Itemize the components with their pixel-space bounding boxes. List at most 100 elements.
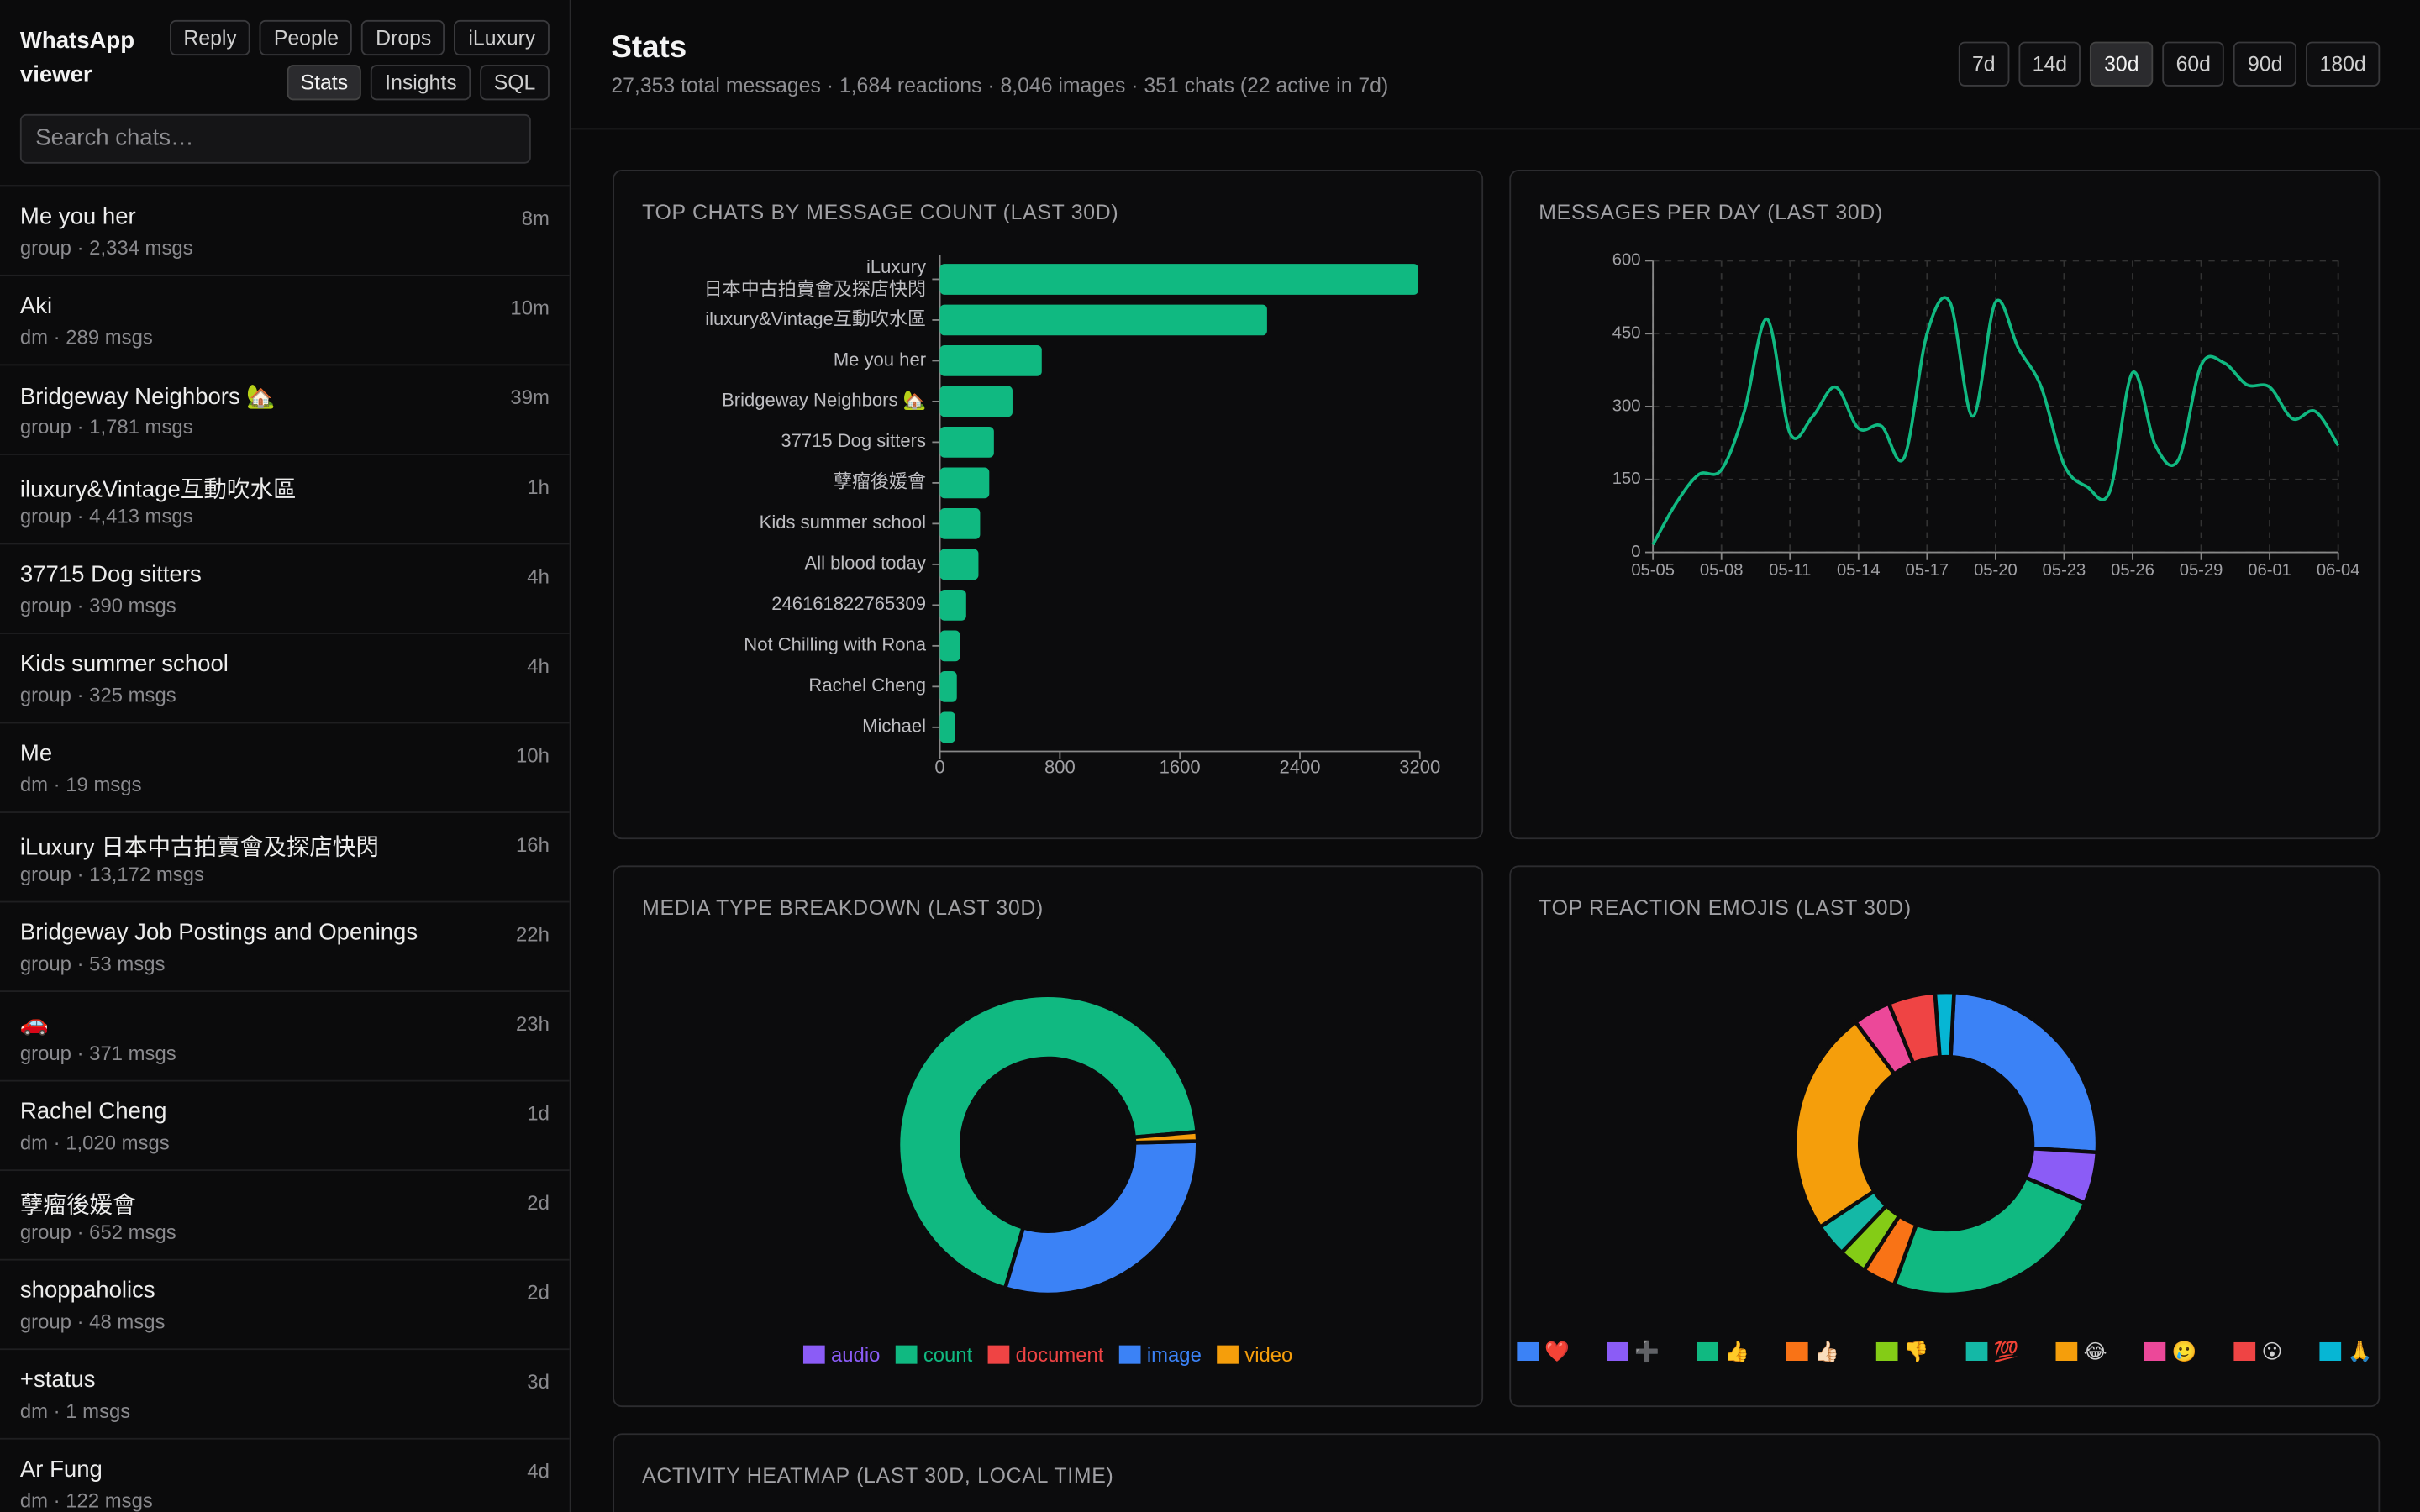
line: [1651, 296, 2340, 546]
chat-name: Bridgeway Job Postings and Openings: [19, 919, 418, 946]
nav-button[interactable]: Stats: [287, 65, 362, 101]
chart-card: MESSAGES PER DAY (LAST 30D) 0 150 300 450 600…: [1509, 170, 2381, 840]
nav-button[interactable]: iLuxury: [454, 19, 550, 56]
legend-label: audio: [831, 1344, 880, 1367]
chat-row[interactable]: Kids summer school group · 325 msgs 4h: [0, 634, 570, 724]
nav-button[interactable]: People: [260, 19, 353, 56]
x-tick-label: 0: [934, 757, 944, 778]
chat-row[interactable]: +status dm · 1 msgs 3d: [0, 1350, 570, 1440]
y-tick-label: iLuxury 日本中古拍賣會及探店快閃: [704, 256, 926, 299]
bar: [939, 345, 1042, 376]
legend-label: video: [1244, 1344, 1292, 1367]
chat-row[interactable]: Me you her group · 2,334 msgs 8m: [0, 186, 570, 276]
legend-swatch: [1876, 1341, 1898, 1361]
chat-meta: dm · 1,020 msgs: [19, 1131, 170, 1154]
x-tick-label: 05-17: [1906, 561, 1949, 580]
y-tick-label: All blood today: [805, 553, 927, 574]
nav-button[interactable]: SQL: [480, 65, 550, 101]
chat-meta: group · 13,172 msgs: [19, 862, 204, 886]
chat-name: 37715 Dog sitters: [19, 561, 202, 588]
bar: [939, 670, 957, 702]
chat-row[interactable]: Bridgeway Job Postings and Openings group…: [0, 902, 570, 993]
chat-time: 39m: [510, 386, 550, 409]
y-tick-label: 246161822765309: [771, 593, 926, 614]
chat-meta: dm · 19 msgs: [19, 773, 142, 796]
chat-row[interactable]: Me dm · 19 msgs 10h: [0, 723, 570, 813]
chat-time: 10m: [510, 296, 550, 320]
chat-meta: group · 390 msgs: [19, 594, 176, 617]
legend-label: 😂: [2084, 1341, 2107, 1363]
chat-name: Me: [19, 740, 53, 767]
card-title: MEDIA TYPE BREAKDOWN (LAST 30D): [642, 896, 1044, 920]
chat-row[interactable]: iLuxury 日本中古拍賣會及探店快閃 group · 13,172 msgs 1…: [0, 813, 570, 903]
chat-time: 2d: [527, 1190, 550, 1215]
range-button[interactable]: 180d: [2305, 41, 2381, 87]
chat-meta: group · 652 msgs: [19, 1220, 176, 1244]
nav: Reply People Drops iLuxury Stats Insights SQL: [164, 19, 550, 101]
chat-time: 2d: [527, 1280, 550, 1305]
chat-meta: group · 325 msgs: [19, 683, 176, 707]
x-tick-label: 05-05: [1631, 561, 1675, 580]
chat-row[interactable]: Rachel Cheng dm · 1,020 msgs 1d: [0, 1082, 570, 1172]
bar: [939, 549, 979, 580]
legend-label: 🙏: [2347, 1341, 2372, 1363]
search-input[interactable]: Search chats…: [19, 113, 531, 164]
card-title: MESSAGES PER DAY (LAST 30D): [1539, 200, 1884, 224]
chat-row[interactable]: Bridgeway Neighbors 🏡 group · 1,781 msgs 3…: [0, 365, 570, 455]
chat-row[interactable]: Ar Fung dm · 122 msgs 4d: [0, 1440, 570, 1512]
legend-label: 👍🏻: [1814, 1340, 1839, 1363]
x-tick-label: 05-26: [2111, 561, 2154, 580]
y-tick-label: Rachel Cheng: [808, 675, 926, 696]
bar: [939, 711, 955, 743]
legend-swatch: [1517, 1341, 1539, 1361]
chat-time: 16h: [516, 832, 550, 857]
sidebar: WhatsApp viewer Reply People Drops iLuxury S…: [0, 0, 571, 1512]
chat-row[interactable]: 孽瘤後媛會 group · 652 msgs 2d: [0, 1171, 570, 1261]
legend-swatch: [802, 1345, 825, 1364]
chat-row[interactable]: Aki dm · 289 msgs 10m: [0, 276, 570, 366]
x-tick-label: 06-04: [2317, 561, 2360, 580]
page-title: Stats: [611, 30, 687, 66]
x-tick-label: 05-29: [2180, 561, 2223, 580]
chat-time: 22h: [516, 922, 550, 946]
x-tick-label: 05-08: [1700, 561, 1744, 580]
chat-row[interactable]: 🚗 group · 371 msgs 23h: [0, 992, 570, 1082]
chat-time: 8m: [521, 207, 550, 230]
x-tick-label: 1600: [1160, 757, 1201, 778]
chart-card: MEDIA TYPE BREAKDOWN (LAST 30D) audio coun…: [613, 865, 1484, 1408]
chat-row[interactable]: 37715 Dog sitters group · 390 msgs 4h: [0, 544, 570, 634]
legend-label: ➕: [1634, 1340, 1660, 1363]
chat-meta: group · 53 msgs: [19, 952, 166, 975]
chat-time: 4d: [527, 1459, 550, 1483]
y-tick-label: Me you her: [834, 349, 926, 370]
bar: [939, 630, 960, 662]
chat-row[interactable]: iluxury&Vintage互動吹水區 group · 4,413 msgs 1h: [0, 455, 570, 545]
range-button[interactable]: 7d: [1958, 41, 2010, 87]
nav-button[interactable]: Drops: [361, 19, 445, 56]
range-button[interactable]: 90d: [2233, 41, 2296, 87]
chat-name: iluxury&Vintage互動吹水區: [19, 476, 297, 503]
card-title: TOP REACTION EMOJIS (LAST 30D): [1539, 896, 1912, 920]
legend-label: 🥲: [2172, 1341, 2197, 1363]
legend-label: 👍: [1724, 1340, 1749, 1363]
nav-button[interactable]: Reply: [169, 19, 251, 56]
chat-time: 1h: [527, 475, 550, 499]
range-button[interactable]: 14d: [2018, 41, 2081, 87]
chat-time: 3d: [527, 1370, 550, 1394]
nav-button[interactable]: Insights: [371, 65, 471, 101]
range-button[interactable]: 30d: [2090, 41, 2154, 87]
chat-time: 10h: [516, 743, 550, 767]
chat-meta: group · 2,334 msgs: [19, 236, 193, 260]
bar: [939, 508, 981, 539]
legend-swatch: [2055, 1341, 2078, 1361]
chat-meta: group · 48 msgs: [19, 1310, 166, 1333]
range-button[interactable]: 60d: [2162, 41, 2225, 87]
y-tick-label: Michael: [862, 716, 926, 737]
chat-row[interactable]: shoppaholics group · 48 msgs 2d: [0, 1261, 570, 1351]
x-tick-label: 05-23: [2043, 561, 2086, 580]
x-tick-label: 05-11: [1769, 561, 1811, 580]
chat-name: Ar Fung: [19, 1456, 103, 1483]
y-tick-label: 300: [1612, 396, 1641, 415]
